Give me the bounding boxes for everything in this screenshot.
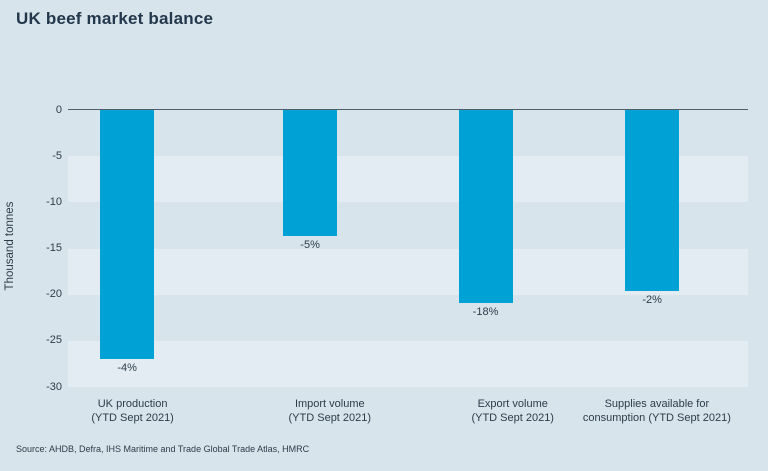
category-label-line1: Supplies available for [604,398,710,410]
y-tick-label: -5 [52,149,62,162]
bar-4 [625,110,680,291]
category-label-1: UK production (YTD Sept 2021) [38,398,228,425]
bar-data-label: -18% [472,305,499,318]
category-label-2: Import volume (YTD Sept 2021) [235,398,425,425]
bar-3 [458,110,513,303]
bar-2 [283,110,338,237]
bar-1 [100,110,155,360]
bar-data-label: -4% [117,362,137,375]
y-axis-title: Thousand tonnes [4,201,16,291]
category-label-line1: UK production [97,398,168,410]
plot-area: -4% -5% -18% -2% [68,109,748,387]
y-tick-label: 0 [55,103,62,116]
category-label-line1: Export volume [477,398,548,410]
category-label-line1: Import volume [294,398,365,410]
bar-data-label: -2% [642,293,662,306]
category-label-line2: (YTD Sept 2021) [91,411,174,424]
grid-band [68,340,748,387]
bar-data-label: -5% [300,239,320,252]
y-tick-label: -15 [46,242,62,254]
category-label-4: Supplies available for consumption (YTD S… [562,398,752,425]
y-tick-label: -25 [46,334,62,347]
category-label-line2: (YTD Sept 2021) [471,411,554,424]
y-tick-label: -30 [46,380,62,393]
category-label-line2: (YTD Sept 2021) [288,411,372,424]
category-label-line2: consumption (YTD Sept 2021) [582,411,731,424]
y-tick-label: -20 [46,288,62,301]
source-note: Source: AHDB, Defra, IHS Maritime and Tr… [16,444,310,454]
y-tick-label: -10 [46,195,62,208]
zero-axis-line [68,109,748,110]
category-label-3: Export volume (YTD Sept 2021) [418,398,608,425]
chart-title: UK beef market balance [16,9,214,28]
